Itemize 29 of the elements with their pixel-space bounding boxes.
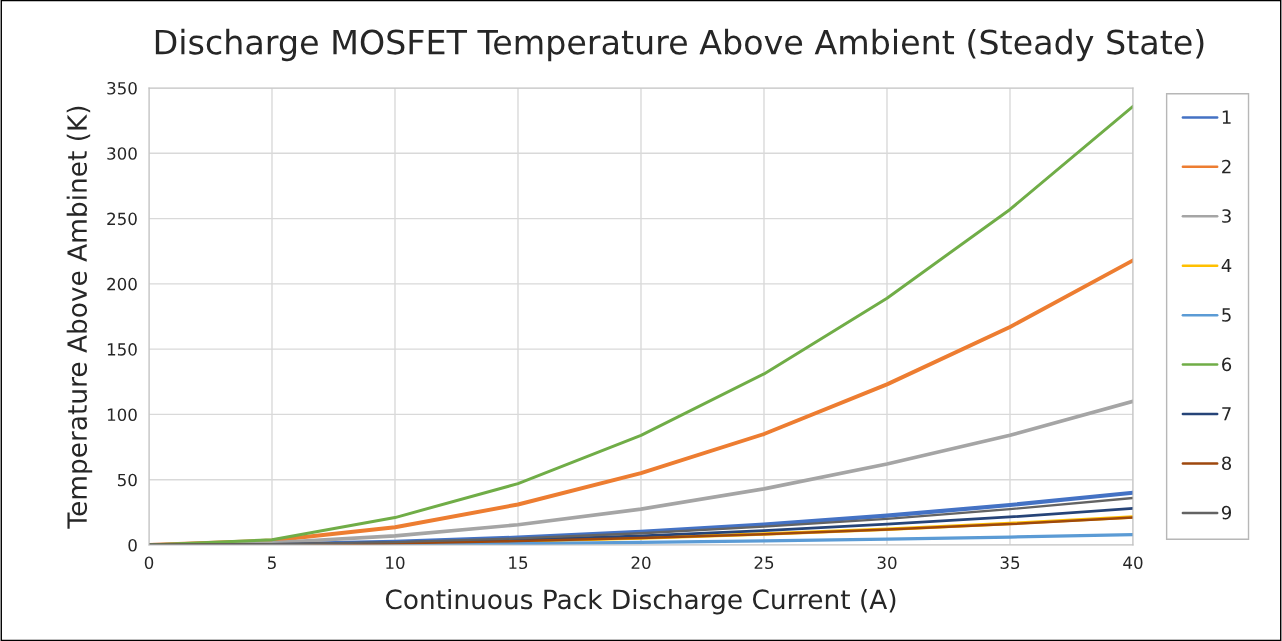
legend-label: 8 [1222,456,1232,471]
y-tick-label: 200 [107,277,137,291]
legend-label: 2 [1222,159,1231,174]
y-tick-label: 350 [107,81,137,95]
y-tick-label: 0 [128,538,137,552]
x-tick-label: 0 [144,556,154,570]
y-axis-title: Temperature Above Ambinet (K) [66,106,93,529]
legend-label: 3 [1222,209,1231,223]
y-tick-label: 100 [107,408,137,421]
legend-label: 7 [1222,407,1231,421]
y-tick-label: 250 [107,212,137,226]
x-tick-label: 10 [386,556,405,570]
y-tick-label: 50 [117,473,137,487]
x-tick-label: 5 [267,556,276,570]
legend-label: 4 [1221,258,1232,273]
legend-label: 5 [1222,308,1231,322]
legend-label: 1 [1222,110,1231,124]
chart-title: Discharge MOSFET Temperature Above Ambient (Steady State) [155,28,1204,62]
legend-label: 9 [1221,505,1232,520]
x-tick-label: 30 [877,556,897,570]
x-axis-title: Continuous Pack Discharge Current (A) [385,588,896,615]
x-tick-label: 40 [1123,556,1143,570]
x-tick-label: 15 [509,556,528,570]
y-tick-label: 150 [107,343,137,356]
y-tick-label: 300 [107,147,137,160]
x-tick-label: 25 [754,556,774,570]
x-tick-label: 35 [1000,556,1020,570]
legend-label: 6 [1222,357,1232,372]
x-tick-label: 20 [631,556,651,570]
